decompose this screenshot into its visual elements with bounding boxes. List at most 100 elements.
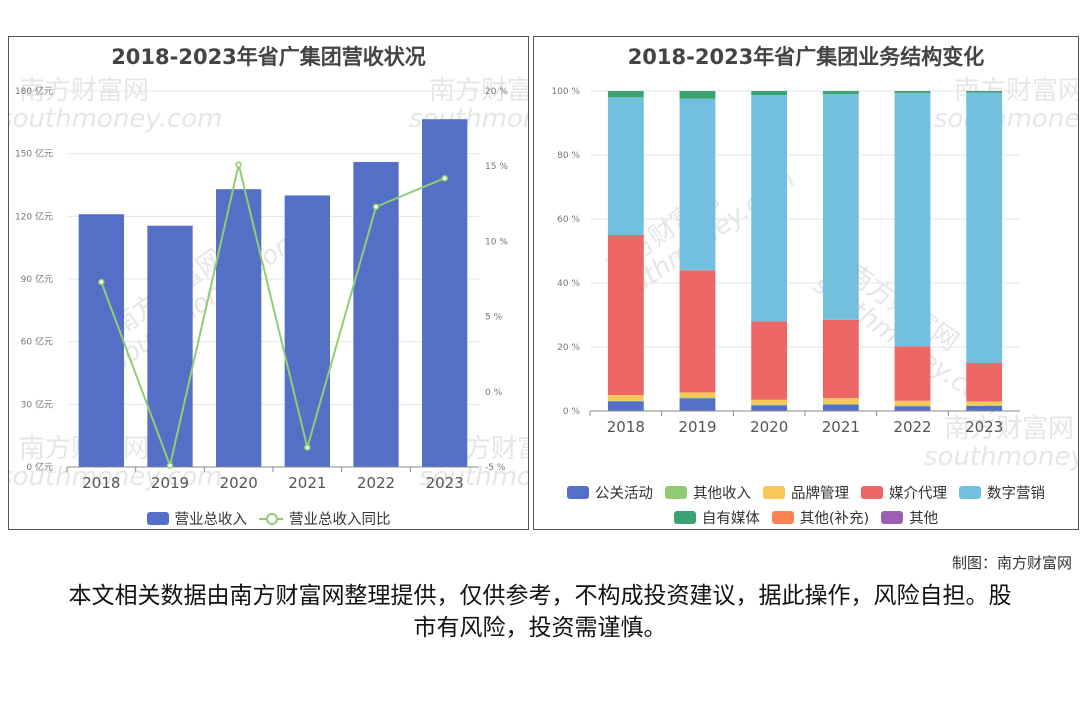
- legend-swatch: [665, 486, 687, 499]
- stacked-bar-segment: [966, 363, 1003, 402]
- x-tick-label: 2019: [151, 474, 189, 492]
- revenue-chart: 南方财富网southmoney.com南方财富网southmoney.com南方…: [9, 76, 528, 492]
- legend-label: 营业总收入同比: [289, 512, 391, 528]
- business-structure-chart: 南方财富网southmoney.com南方财富网southmoney.com南方…: [551, 76, 1079, 472]
- legend-item[interactable]: 公关活动: [567, 482, 653, 503]
- y-tick-label: 20 %: [557, 343, 580, 353]
- revenue-yoy-point: [304, 444, 311, 451]
- x-tick-label: 2018: [82, 474, 120, 492]
- legend-item[interactable]: 品牌管理: [763, 482, 849, 503]
- legend-label: 其他: [909, 511, 939, 527]
- stacked-bar-segment: [751, 321, 788, 400]
- legend-item[interactable]: 其他(补充): [771, 507, 869, 528]
- legend-swatch: [146, 512, 169, 525]
- y-tick-label: 60 %: [557, 215, 580, 225]
- x-tick-label: 2023: [965, 418, 1003, 436]
- y-tick-label: 100 %: [551, 87, 580, 97]
- y-left-tick-label: 120 亿元: [15, 210, 53, 222]
- revenue-yoy-line: [100, 164, 446, 469]
- revenue-bar: [422, 119, 468, 467]
- x-tick-label: 2021: [288, 474, 326, 492]
- stacked-bar-segment: [894, 405, 931, 407]
- stacked-bar-segment: [679, 270, 716, 393]
- y-right-tick-label: 5 %: [485, 313, 503, 323]
- legend-label: 自有媒体: [701, 511, 760, 527]
- legend-swatch: [673, 511, 696, 524]
- x-tick-label: 2021: [822, 418, 860, 436]
- y-right-tick-label: 15 %: [485, 162, 508, 172]
- y-left-tick-label: 180 亿元: [15, 85, 53, 97]
- stacked-bar-segment: [751, 399, 788, 405]
- y-left-tick-label: 150 亿元: [15, 148, 53, 160]
- y-right-tick-label: 20 %: [485, 87, 508, 97]
- legend-swatch: [567, 486, 589, 499]
- stacked-bar-segment: [894, 91, 931, 93]
- revenue-chart-panel: 南方财富网southmoney.com南方财富网southmoney.com南方…: [8, 36, 529, 530]
- x-tick-label: 2022: [893, 418, 931, 436]
- stacked-bar-segment: [751, 404, 788, 406]
- y-left-tick-label: 60 亿元: [21, 336, 53, 348]
- revenue-chart-title: 2018-2023年省广集团营收状况: [111, 45, 426, 69]
- stacked-bar-segment: [894, 406, 931, 411]
- stacked-bar-segment: [679, 398, 716, 411]
- legend-item[interactable]: 媒介代理: [861, 482, 947, 503]
- y-tick-label: 40 %: [557, 279, 580, 289]
- legend-item[interactable]: 其他收入: [665, 482, 751, 503]
- legend-item[interactable]: 自有媒体: [673, 507, 760, 528]
- stacked-bar-segment: [607, 401, 644, 411]
- business-structure-chart-title: 2018-2023年省广集团业务结构变化: [627, 45, 985, 69]
- legend-swatch: [861, 486, 883, 499]
- legend-label: 公关活动: [595, 486, 653, 502]
- business-structure-chart-panel: 南方财富网southmoney.com南方财富网southmoney.com南方…: [533, 36, 1079, 530]
- legend-item[interactable]: 营业总收入: [146, 508, 247, 529]
- revenue-bar: [284, 195, 330, 467]
- x-tick-label: 2020: [220, 474, 258, 492]
- legend-label: 品牌管理: [791, 486, 849, 502]
- stacked-bar-segment: [822, 319, 859, 399]
- stacked-bar-segment: [751, 95, 788, 322]
- y-left-tick-label: 0 亿元: [26, 461, 53, 473]
- y-right-tick-label: -5 %: [485, 463, 506, 473]
- revenue-bar: [147, 225, 193, 467]
- legend-swatch: [763, 486, 785, 499]
- legend-swatch: [259, 512, 283, 525]
- stacked-bar-segment: [679, 392, 716, 398]
- stacked-bar-segment: [966, 401, 1003, 406]
- legend-label: 媒介代理: [889, 486, 947, 502]
- y-left-tick-label: 90 亿元: [21, 273, 53, 285]
- stacked-bar-segment: [822, 403, 859, 405]
- y-tick-label: 80 %: [557, 151, 580, 161]
- revenue-bar: [216, 189, 262, 467]
- revenue-yoy-point: [372, 203, 380, 211]
- legend-item[interactable]: 数字营销: [959, 482, 1045, 503]
- stacked-bar-segment: [679, 397, 716, 399]
- revenue-yoy-point: [235, 161, 242, 168]
- stacked-bar-segment: [607, 235, 644, 395]
- revenue-yoy-point: [98, 278, 105, 286]
- stacked-bar-segment: [966, 405, 1003, 411]
- legend-item[interactable]: 其他: [881, 507, 938, 528]
- svg-text:southmoney.com: southmoney.com: [9, 104, 222, 134]
- stacked-bar-segment: [822, 404, 859, 411]
- x-tick-label: 2023: [426, 474, 464, 492]
- revenue-yoy-point: [441, 174, 448, 182]
- revenue-chart-legend: 营业总收入 营业总收入同比: [9, 508, 528, 529]
- legend-swatch: [771, 511, 794, 524]
- y-left-tick-label: 30 亿元: [21, 398, 53, 410]
- business-structure-chart-legend: 公关活动 其他收入 品牌管理 媒介代理 数字营销自有媒体 其他(补充) 其他: [534, 482, 1078, 528]
- y-right-tick-label: 0 %: [485, 388, 503, 398]
- stacked-bar-segment: [822, 91, 859, 95]
- legend-item[interactable]: 营业总收入同比: [259, 508, 391, 529]
- disclaimer-text: 本文相关数据由南方财富网整理提供，仅供参考，不构成投资建议，据此操作，风险自担。…: [68, 583, 1012, 641]
- stacked-bar-segment: [894, 346, 931, 401]
- svg-text:southmoney.com: southmoney.com: [934, 104, 1079, 134]
- x-tick-label: 2022: [357, 474, 395, 492]
- y-tick-label: 0 %: [563, 407, 581, 417]
- stacked-bar-segment: [822, 94, 859, 320]
- x-tick-label: 2019: [678, 418, 716, 436]
- legend-swatch: [959, 486, 981, 499]
- x-tick-label: 2018: [607, 418, 645, 436]
